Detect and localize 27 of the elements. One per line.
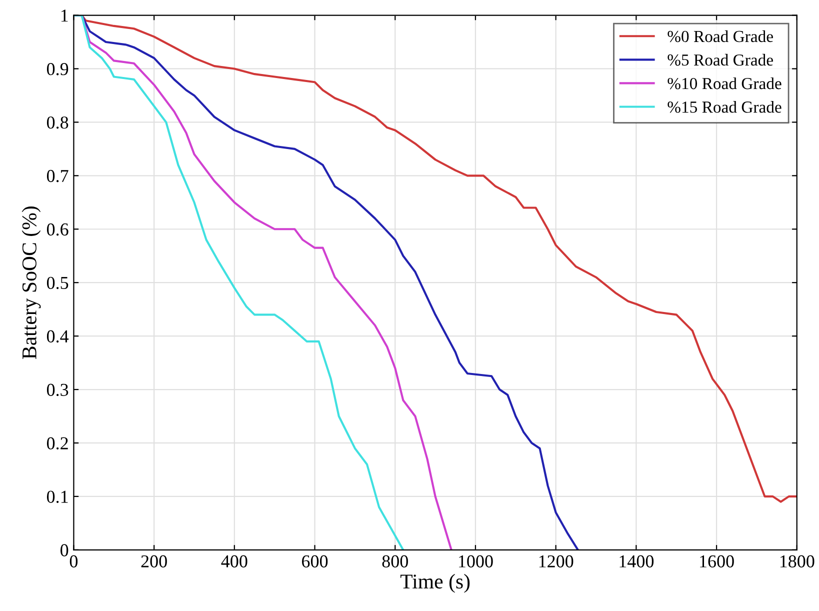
y-tick-label: 0.3	[46, 384, 68, 396]
x-tick-label: 1000	[459, 555, 493, 568]
x-tick-label: 1400	[620, 555, 654, 568]
y-tick-label: 0.1	[46, 490, 68, 503]
y-axis-title: Battery SoOC (%)	[22, 206, 41, 359]
legend-label: %15 Road Grade	[668, 101, 782, 113]
x-tick-label: 600	[302, 555, 328, 568]
legend-label: %0 Road Grade	[668, 30, 773, 42]
y-tick-label: 0.6	[46, 223, 68, 236]
y-tick-label: 0.5	[46, 276, 68, 290]
legend-label: %5 Road Grade	[668, 54, 773, 66]
x-tick-label: 800	[382, 555, 408, 568]
x-tick-label: 200	[141, 555, 167, 568]
y-tick-label: 0	[60, 544, 68, 556]
x-tick-label: 0	[70, 555, 78, 568]
legend-label: %10 Road Grade	[668, 77, 782, 90]
y-tick-label: 0.9	[46, 62, 68, 76]
y-tick-label: 0.2	[46, 437, 68, 450]
x-tick-label: 1600	[700, 555, 734, 568]
y-tick-label: 0.8	[46, 116, 68, 129]
x-axis-title: Time (s)	[400, 574, 470, 593]
x-tick-label: 1800	[780, 555, 814, 568]
x-tick-label: 1200	[539, 555, 574, 568]
y-tick-label: 1	[61, 10, 68, 22]
y-tick-label: 0.4	[46, 330, 69, 343]
x-tick-label: 400	[221, 555, 248, 568]
y-tick-label: 0.7	[46, 170, 68, 182]
